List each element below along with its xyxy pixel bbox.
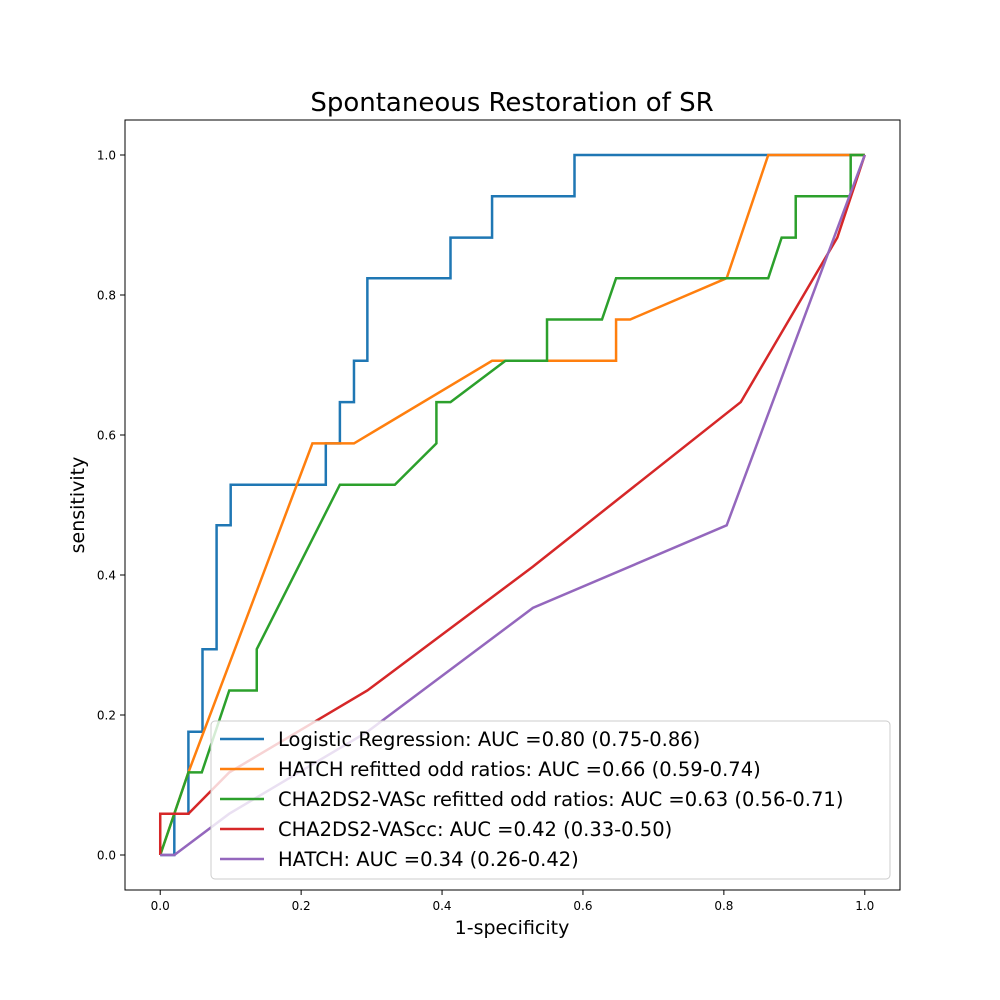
x-tick-label: 0.8 [714, 899, 733, 913]
legend-label-1: Logistic Regression: AUC =0.80 (0.75-0.8… [278, 728, 700, 751]
y-axis: 0.0 0.2 0.4 0.6 0.8 1.0 [97, 149, 125, 863]
series-line-3 [159, 153, 865, 856]
legend-entries: Logistic Regression: AUC =0.80 (0.75-0.8… [220, 728, 843, 871]
y-tick-label: 0.4 [97, 569, 116, 583]
y-tick-label: 0.0 [97, 849, 116, 863]
x-tick-label: 0.6 [573, 899, 592, 913]
series-line-4 [158, 154, 866, 855]
x-tick-label: 1.0 [855, 899, 874, 913]
legend-label-3: CHA2DS2-VASc refitted odd ratios: AUC =0… [278, 788, 843, 811]
legend-label-4: CHA2DS2-VAScc: AUC =0.42 (0.33-0.50) [278, 818, 672, 841]
legend: Logistic Regression: AUC =0.80 (0.75-0.8… [210, 720, 891, 880]
axes-frame [124, 119, 901, 891]
x-axis: 0.0 0.2 0.4 0.6 0.8 1.0 [151, 890, 874, 913]
legend-label-5: HATCH: AUC =0.34 (0.26-0.42) [278, 848, 579, 871]
series-layer [158, 153, 866, 857]
x-tick-label: 0.4 [432, 899, 451, 913]
x-axis-label: 1-specificity [455, 917, 570, 939]
plot-area: 0.0 0.2 0.4 0.6 0.8 1.0 0.0 0.2 0.4 0.6 0.8 1.0 [97, 119, 901, 913]
legend-box [210, 720, 891, 880]
chart-title: Spontaneous Restoration of SR [310, 88, 713, 118]
y-axis-label: sensitivity [67, 457, 89, 554]
x-tick-label: 0.0 [151, 899, 170, 913]
y-tick-label: 0.8 [97, 289, 116, 303]
y-tick-label: 1.0 [97, 149, 116, 163]
y-tick-label: 0.6 [97, 429, 116, 443]
y-tick-label: 0.2 [97, 709, 116, 723]
legend-label-2: HATCH refitted odd ratios: AUC =0.66 (0.… [278, 758, 761, 781]
x-tick-label: 0.2 [292, 899, 311, 913]
